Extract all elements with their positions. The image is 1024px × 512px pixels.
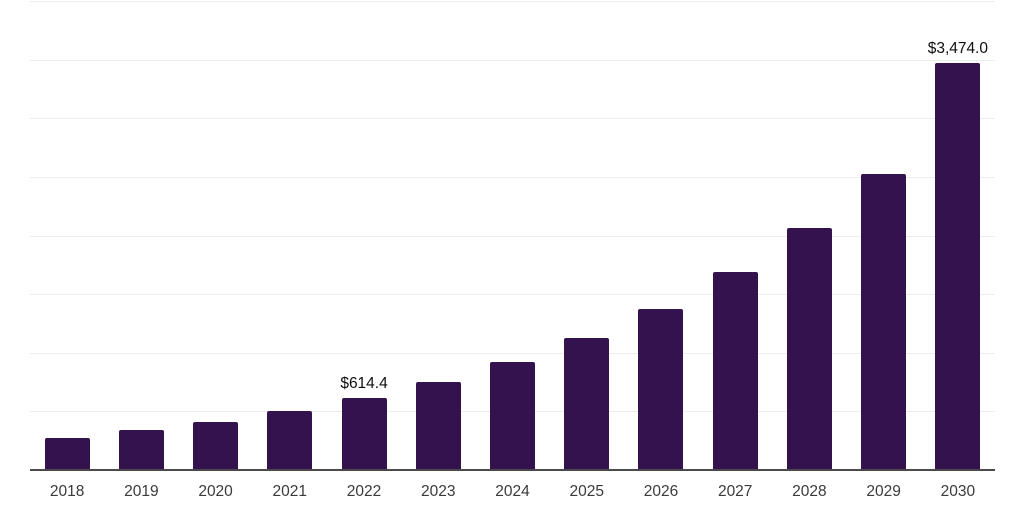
plot-area: $614.4 $3,474.0 xyxy=(30,1,995,470)
gridline-4000 xyxy=(30,1,995,2)
bar-2020 xyxy=(193,421,239,470)
x-tick-label-2022: 2022 xyxy=(346,483,382,500)
gridline-2500 xyxy=(30,176,995,178)
x-tick-label-2028: 2028 xyxy=(792,483,827,500)
bar-2022 xyxy=(341,397,387,470)
bar-2027 xyxy=(712,271,758,470)
bar-2024 xyxy=(490,361,535,470)
bar-2025 xyxy=(564,337,610,470)
bar-2019 xyxy=(118,430,164,470)
bar-2023 xyxy=(415,382,461,470)
bar-2026 xyxy=(638,309,684,470)
x-tick-label-2026: 2026 xyxy=(643,483,679,500)
gridline-1500 xyxy=(30,294,995,296)
bar-2029 xyxy=(861,174,907,470)
x-tick-label-2024: 2024 xyxy=(495,483,530,500)
bar-2021 xyxy=(267,410,313,470)
x-tick-label-2021: 2021 xyxy=(272,483,308,500)
x-tick-label-2029: 2029 xyxy=(866,483,901,500)
x-tick-label-2025: 2025 xyxy=(569,483,604,500)
gridline-3000 xyxy=(30,118,995,120)
x-tick-label-2020: 2020 xyxy=(198,483,233,500)
x-tick-label-2027: 2027 xyxy=(717,483,753,500)
gridline-2000 xyxy=(30,235,995,237)
x-tick-label-2023: 2023 xyxy=(421,483,456,500)
gridline-1000 xyxy=(30,352,995,354)
bar-2018 xyxy=(44,437,90,470)
gridline-3500 xyxy=(30,59,995,61)
data-label-2022: $614.4 xyxy=(340,374,388,392)
x-tick-label-2018: 2018 xyxy=(49,483,85,500)
x-tick-label-2019: 2019 xyxy=(124,483,159,500)
bar-2030 xyxy=(935,62,981,470)
bar-2028 xyxy=(786,228,832,470)
x-tick-label-2030: 2030 xyxy=(940,483,976,500)
data-label-2030: $3,474.0 xyxy=(927,39,989,57)
x-axis-line xyxy=(30,469,995,471)
